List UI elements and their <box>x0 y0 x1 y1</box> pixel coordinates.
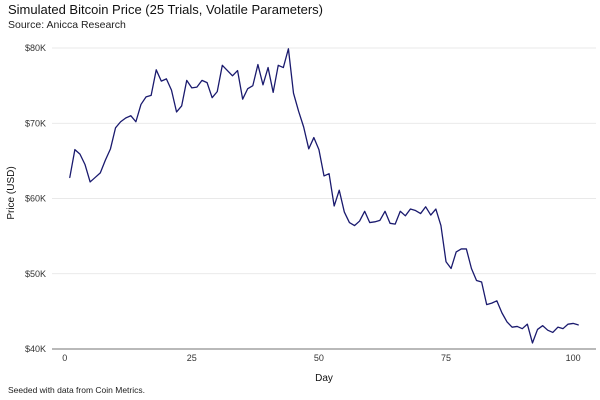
chart-subtitle: Source: Anicca Research <box>8 19 126 31</box>
y-tick-label: $50K <box>25 269 46 279</box>
gridlines <box>52 47 596 275</box>
x-axis-label: Day <box>315 373 333 384</box>
y-axis-label: Price (USD) <box>6 166 17 219</box>
x-tick-label: 25 <box>187 353 197 363</box>
x-tick-label: 75 <box>441 353 451 363</box>
x-tick-labels: 0 25 50 75 100 <box>62 353 580 363</box>
x-tick-label: 50 <box>314 353 324 363</box>
x-tick-label: 0 <box>62 353 67 363</box>
y-tick-labels: $40K $50K $60K $70K $80K <box>25 43 46 354</box>
y-tick-label: $70K <box>25 118 46 128</box>
y-tick-label: $80K <box>25 43 46 53</box>
chart-caption: Seeded with data from Coin Metrics. <box>8 385 146 395</box>
chart-title: Simulated Bitcoin Price (25 Trials, Vola… <box>8 2 324 17</box>
x-tick-label: 100 <box>566 353 581 363</box>
y-tick-label: $40K <box>25 344 46 354</box>
y-tick-label: $60K <box>25 194 46 204</box>
price-series-line <box>69 48 579 344</box>
